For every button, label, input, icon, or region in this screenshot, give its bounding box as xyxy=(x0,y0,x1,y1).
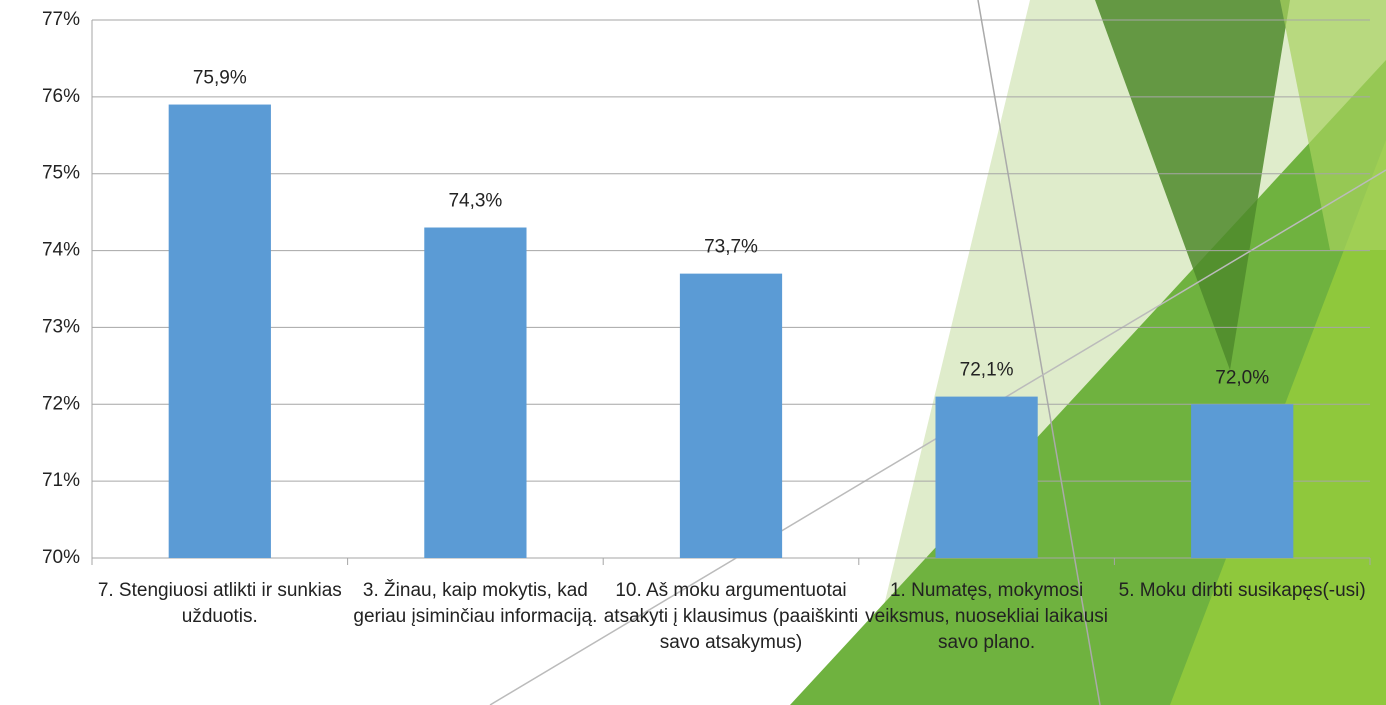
bar xyxy=(935,397,1037,558)
value-label: 73,7% xyxy=(704,237,758,258)
y-tick-label: 74% xyxy=(42,240,80,261)
bar xyxy=(1191,404,1293,558)
x-tick-label: 10. Aš moku argumentuotai atsakyti į kla… xyxy=(603,578,859,656)
value-label: 75,9% xyxy=(193,68,247,89)
bar xyxy=(680,274,782,558)
bar xyxy=(169,105,271,558)
y-tick-label: 75% xyxy=(42,163,80,184)
x-tick-label: 3. Žinau, kaip mokytis, kad geriau įsimi… xyxy=(348,578,604,630)
value-label: 74,3% xyxy=(448,191,502,212)
y-tick-label: 71% xyxy=(42,470,80,491)
value-label: 72,1% xyxy=(960,360,1014,381)
y-tick-label: 70% xyxy=(42,547,80,568)
value-label: 72,0% xyxy=(1215,367,1269,388)
y-tick-label: 72% xyxy=(42,393,80,414)
y-tick-label: 76% xyxy=(42,86,80,107)
y-tick-label: 73% xyxy=(42,316,80,337)
x-tick-label: 7. Stengiuosi atlikti ir sunkias užduoti… xyxy=(92,578,348,630)
bar xyxy=(424,228,526,558)
x-tick-label: 1. Numatęs, mokymosi veiksmus, nuoseklia… xyxy=(859,578,1115,656)
y-tick-label: 77% xyxy=(42,9,80,30)
x-tick-label: 5. Moku dirbti susikapęs(-usi) xyxy=(1114,578,1370,604)
slide: 70% 71% 72% 73% 74% 75% 76% 77% 75,9% 74,3% 73,7% 7… xyxy=(0,0,1386,705)
